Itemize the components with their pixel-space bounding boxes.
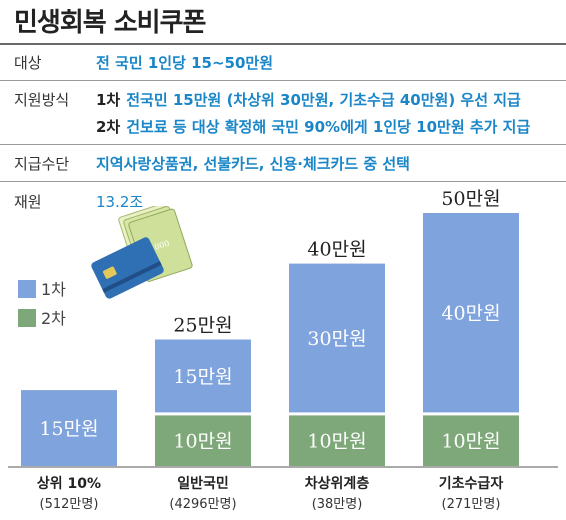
category-label: 기초수급자 [439,476,504,492]
means-value: 지역사랑상품권, 선불카드, 신용·체크카드 중 선택 [96,155,410,173]
divider [0,80,566,81]
method-label: 지원방식 [14,91,70,109]
bar-segment [289,263,385,413]
divider [0,144,566,145]
bar-value-label: 10만원 [441,431,500,453]
method-line-1: 1차 전국민 15만원 (차상위 30만원, 기초수급 40만원) 우선 지급 [96,89,521,110]
legend-swatch-2 [18,309,36,327]
category-label: 일반국민 [177,475,229,492]
method-line-2: 2차 건보료 등 대상 확정해 국민 90%에게 1인당 10만원 추가 지급 [96,116,530,137]
means-label: 지급수단 [14,155,70,173]
title-divider [0,43,566,45]
category-sublabel: (271만명) [442,497,501,512]
category-sublabel: (512만명) [40,497,99,512]
target-label: 대상 [14,54,42,72]
legend-item-2: 2차 [18,305,66,329]
bar-total-label: 25만원 [173,315,232,337]
legend-swatch-1 [18,280,36,298]
bar-value-label: 15만원 [39,418,98,440]
bar-value-label: 40만원 [441,303,500,325]
method-text-1: 전국민 15만원 (차상위 30만원, 기초수급 40만원) 우선 지급 [126,91,521,109]
bar-segment [423,415,519,466]
category-sublabel: (4296만명) [169,497,236,512]
bar-value-label: 10만원 [307,431,366,453]
bar-segment [155,415,251,466]
target-value: 전 국민 1인당 15~50만원 [96,54,274,72]
bar-value-label: 30만원 [307,328,366,350]
method-prefix-2: 2차 [96,118,121,136]
bar-segment [21,390,117,466]
bar-total-label: 40만원 [307,239,366,261]
page-title: 민생회복 소비쿠폰 [14,8,206,38]
category-label: 상위 10% [37,476,101,492]
method-text-2: 건보료 등 대상 확정해 국민 90%에게 1인당 10만원 추가 지급 [126,118,531,136]
money-illustration: 50,000 [91,206,193,299]
legend-label-1: 1차 [41,280,66,299]
category-sublabel: (38만명) [312,497,363,512]
legend-item-1: 1차 [18,276,66,300]
budget-value: 13.2조 [96,193,144,211]
bar-value-label: 10만원 [173,431,232,453]
bar-segment [155,339,251,413]
legend-label-2: 2차 [41,309,66,328]
bar-total-label: 50만원 [441,188,500,210]
category-label: 차상위계층 [305,476,370,492]
bar-segment [289,415,385,466]
budget-label: 재원 [14,193,42,211]
method-prefix-1: 1차 [96,91,121,109]
divider [0,181,566,182]
bar-segment [423,213,519,413]
bar-value-label: 15만원 [173,366,232,388]
